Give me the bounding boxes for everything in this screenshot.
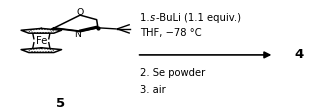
Text: 3. air: 3. air: [140, 85, 165, 95]
Text: N: N: [74, 30, 81, 39]
Text: Fe: Fe: [36, 36, 47, 46]
Text: THF, −78 °C: THF, −78 °C: [140, 28, 202, 38]
Text: 1.: 1.: [140, 13, 153, 23]
Text: 4: 4: [295, 48, 304, 61]
Text: s: s: [149, 13, 155, 23]
Text: 5: 5: [56, 97, 65, 110]
Text: O: O: [77, 8, 84, 17]
Text: -BuLi (1.1 equiv.): -BuLi (1.1 equiv.): [156, 13, 241, 23]
Text: 2. Se powder: 2. Se powder: [140, 68, 205, 78]
